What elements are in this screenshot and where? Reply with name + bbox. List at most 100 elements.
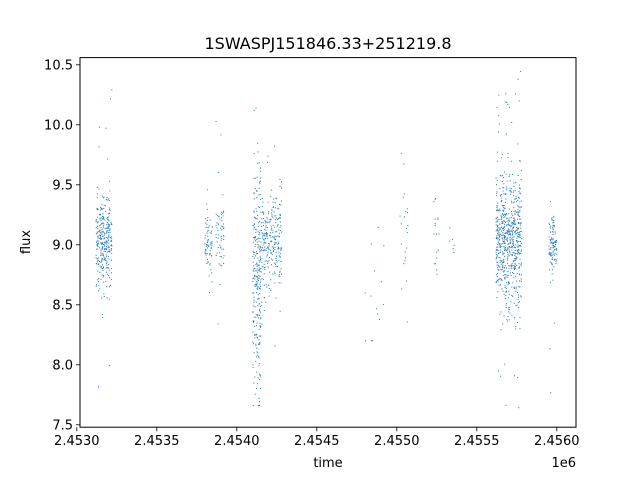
data-point: [275, 242, 277, 244]
data-point: [552, 243, 554, 245]
data-point: [498, 227, 500, 229]
data-point: [259, 257, 261, 259]
data-point: [506, 267, 508, 269]
data-point: [551, 257, 553, 259]
data-point: [275, 235, 277, 237]
data-point: [256, 325, 258, 327]
data-point: [504, 201, 506, 203]
data-point: [508, 319, 510, 321]
data-point: [499, 175, 501, 177]
data-point: [96, 257, 98, 259]
data-point: [215, 224, 217, 226]
data-point: [507, 231, 509, 233]
data-point: [500, 278, 502, 280]
data-point: [100, 209, 102, 211]
data-point: [274, 272, 276, 274]
data-point: [504, 363, 506, 365]
data-point: [502, 262, 504, 264]
data-point: [520, 206, 522, 208]
data-point: [259, 292, 261, 294]
data-point: [257, 265, 259, 267]
data-point: [503, 293, 505, 295]
data-point: [252, 281, 254, 283]
data-point: [500, 157, 502, 159]
data-point: [554, 241, 556, 243]
data-point: [258, 356, 260, 358]
data-point: [266, 255, 268, 257]
data-point: [266, 260, 268, 262]
data-point: [511, 222, 513, 224]
data-point: [256, 371, 258, 373]
data-point: [519, 201, 521, 203]
data-point: [108, 231, 110, 233]
data-point: [513, 252, 515, 254]
data-point: [518, 240, 520, 242]
data-point: [220, 246, 222, 248]
data-point: [554, 242, 556, 244]
data-point: [277, 248, 279, 250]
data-point: [255, 240, 257, 242]
data-point: [437, 249, 439, 251]
data-point: [106, 232, 108, 234]
data-point: [209, 292, 211, 294]
data-point: [518, 301, 520, 303]
data-point: [270, 189, 272, 191]
data-point: [518, 286, 520, 288]
data-point: [270, 226, 272, 228]
data-point: [517, 227, 519, 229]
data-point: [276, 261, 278, 263]
data-point: [274, 215, 276, 217]
data-point: [253, 109, 255, 111]
data-point: [497, 244, 499, 246]
data-point: [499, 244, 501, 246]
data-point: [507, 259, 509, 261]
data-point: [501, 262, 503, 264]
data-point: [254, 334, 256, 336]
data-point: [107, 219, 109, 221]
data-point: [100, 237, 102, 239]
data-point: [434, 222, 436, 224]
data-point: [268, 295, 270, 297]
data-point: [512, 282, 514, 284]
data-point: [96, 222, 98, 224]
data-point: [223, 211, 225, 213]
data-point: [514, 375, 516, 377]
data-point: [99, 218, 101, 220]
data-point: [511, 294, 513, 296]
data-point: [496, 254, 498, 256]
data-point: [111, 89, 113, 91]
data-point: [255, 231, 257, 233]
data-point: [433, 263, 435, 265]
data-point: [253, 211, 255, 213]
data-point: [204, 237, 206, 239]
data-point: [505, 276, 507, 278]
data-point: [510, 301, 512, 303]
data-point: [265, 232, 267, 234]
data-point: [270, 249, 272, 251]
data-point: [97, 221, 99, 223]
data-point: [502, 253, 504, 255]
data-point: [261, 232, 263, 234]
data-point: [107, 221, 109, 223]
data-point: [223, 262, 225, 264]
data-point: [97, 243, 99, 245]
data-point: [278, 242, 280, 244]
data-point: [267, 266, 269, 268]
data-point: [260, 211, 262, 213]
data-point: [107, 250, 109, 252]
data-point: [205, 245, 207, 247]
data-point: [259, 247, 261, 249]
data-point: [216, 227, 218, 229]
data-point: [270, 236, 272, 238]
data-point: [206, 208, 208, 210]
data-point: [510, 193, 512, 195]
data-point: [517, 215, 519, 217]
data-point: [511, 245, 513, 247]
data-point: [519, 218, 521, 220]
data-point: [99, 254, 101, 256]
data-point: [110, 249, 112, 251]
data-point: [217, 237, 219, 239]
data-point: [266, 247, 268, 249]
data-point: [104, 244, 106, 246]
data-point: [505, 302, 507, 304]
